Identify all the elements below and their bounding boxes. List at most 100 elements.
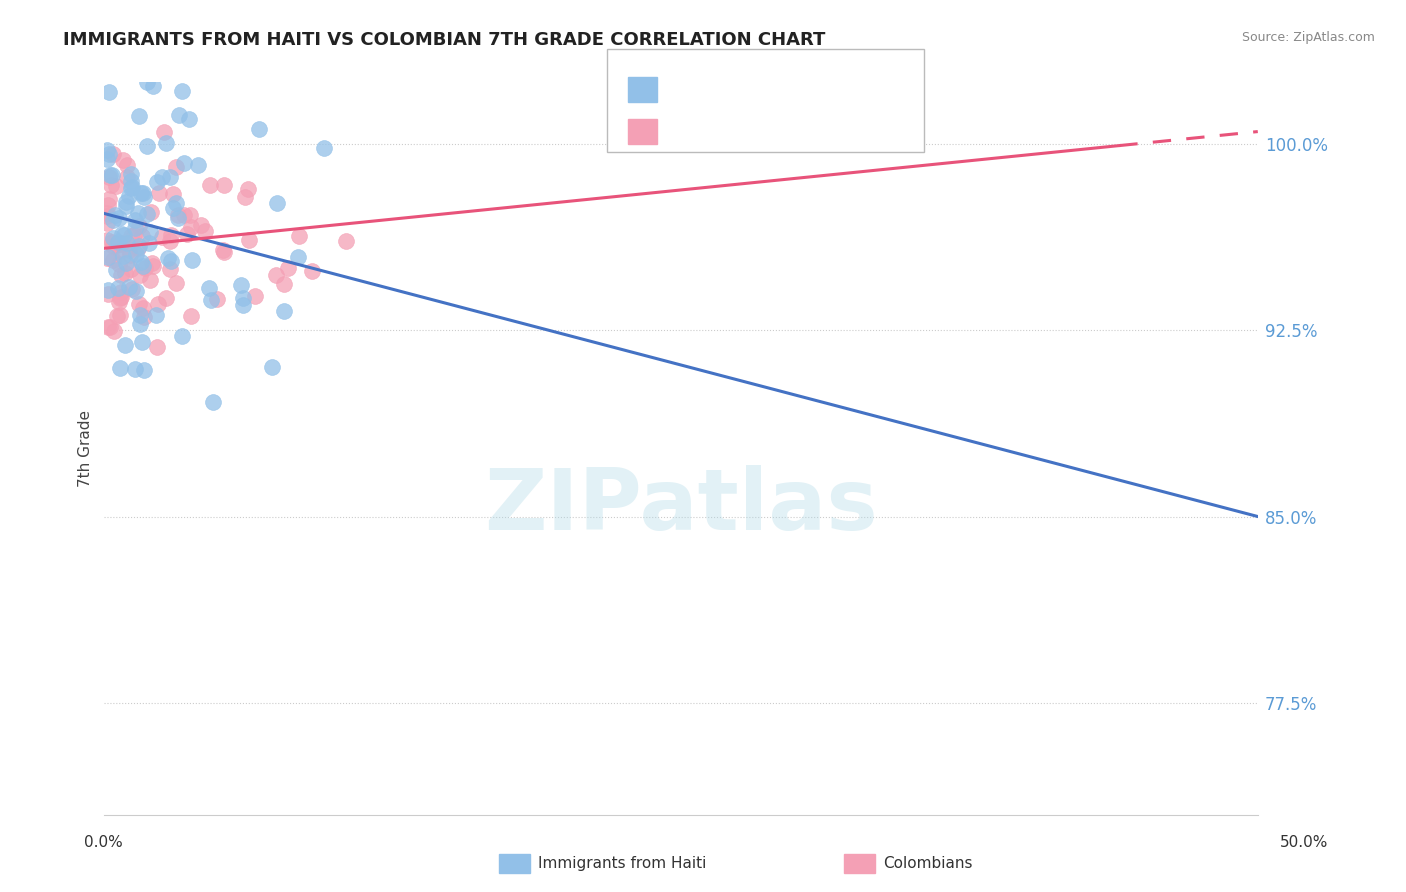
- Point: [205, 292, 228, 306]
- Point: [115, 235, 138, 250]
- Point: [128, 296, 150, 310]
- Point: [202, 395, 225, 409]
- Point: [124, 227, 146, 242]
- Point: [148, 186, 170, 200]
- Text: R =: R =: [668, 124, 702, 139]
- Point: [134, 260, 156, 275]
- Text: 82: 82: [828, 82, 849, 96]
- Point: [97, 283, 120, 297]
- Point: [212, 244, 235, 259]
- Point: [114, 266, 136, 280]
- Point: [108, 292, 131, 306]
- Point: [335, 234, 357, 248]
- Point: [157, 252, 180, 266]
- Point: [97, 85, 120, 99]
- Point: [172, 329, 194, 343]
- Point: [139, 273, 162, 287]
- Point: [165, 195, 187, 210]
- Point: [159, 262, 181, 277]
- Point: [314, 141, 336, 155]
- Point: [101, 231, 124, 245]
- Point: [247, 121, 270, 136]
- Point: [238, 182, 260, 196]
- Point: [124, 220, 146, 235]
- Point: [114, 194, 136, 209]
- Point: [233, 190, 256, 204]
- Point: [243, 289, 266, 303]
- Point: [152, 126, 174, 140]
- Point: [101, 213, 124, 227]
- Point: [198, 281, 221, 295]
- Point: [134, 363, 156, 377]
- Point: [121, 282, 143, 296]
- Point: [167, 208, 190, 222]
- Point: [97, 192, 120, 206]
- Point: [97, 147, 120, 161]
- Point: [128, 317, 150, 331]
- Point: [142, 259, 165, 273]
- Point: [105, 309, 128, 323]
- Text: Immigrants from Haiti: Immigrants from Haiti: [538, 856, 707, 871]
- Point: [152, 169, 174, 184]
- Text: -0.333: -0.333: [710, 82, 765, 96]
- Point: [120, 167, 142, 181]
- Point: [273, 304, 295, 318]
- Point: [107, 281, 129, 295]
- Point: [110, 235, 132, 250]
- Point: [176, 227, 198, 241]
- Point: [266, 196, 288, 211]
- Point: [229, 277, 252, 292]
- Point: [141, 204, 163, 219]
- Point: [107, 235, 129, 249]
- Point: [107, 294, 129, 309]
- Point: [110, 285, 132, 299]
- Point: [136, 207, 159, 221]
- Point: [132, 186, 155, 200]
- Point: [101, 235, 124, 249]
- Point: [212, 178, 235, 192]
- Text: N =: N =: [787, 82, 821, 96]
- Point: [162, 186, 184, 201]
- Point: [287, 250, 309, 264]
- Point: [288, 229, 311, 244]
- Point: [103, 253, 125, 268]
- Point: [159, 253, 181, 268]
- Point: [159, 170, 181, 185]
- Point: [138, 235, 160, 250]
- Point: [277, 260, 299, 275]
- Point: [260, 359, 283, 374]
- Point: [136, 138, 159, 153]
- Point: [108, 211, 131, 226]
- Point: [139, 225, 162, 239]
- Point: [180, 219, 202, 234]
- Point: [96, 153, 118, 167]
- Point: [96, 209, 118, 223]
- Point: [120, 181, 142, 195]
- Point: [108, 308, 131, 322]
- Point: [131, 229, 153, 244]
- Text: R =: R =: [668, 82, 702, 96]
- Point: [145, 340, 167, 354]
- Point: [232, 298, 254, 312]
- Point: [131, 334, 153, 349]
- Point: [120, 262, 142, 277]
- Text: Colombians: Colombians: [883, 856, 973, 871]
- Point: [167, 108, 190, 122]
- Point: [96, 216, 118, 230]
- Point: [146, 176, 169, 190]
- Point: [100, 319, 122, 334]
- Point: [103, 324, 125, 338]
- Text: IMMIGRANTS FROM HAITI VS COLOMBIAN 7TH GRADE CORRELATION CHART: IMMIGRANTS FROM HAITI VS COLOMBIAN 7TH G…: [63, 31, 825, 49]
- Point: [111, 249, 134, 263]
- Point: [108, 257, 131, 271]
- Point: [134, 190, 156, 204]
- Point: [173, 208, 195, 222]
- Point: [97, 286, 120, 301]
- Point: [136, 75, 159, 89]
- Point: [96, 143, 118, 157]
- Point: [110, 289, 132, 303]
- Point: [125, 247, 148, 261]
- Point: [100, 178, 122, 192]
- Point: [96, 206, 118, 220]
- Text: 0.0%: 0.0%: [84, 836, 124, 850]
